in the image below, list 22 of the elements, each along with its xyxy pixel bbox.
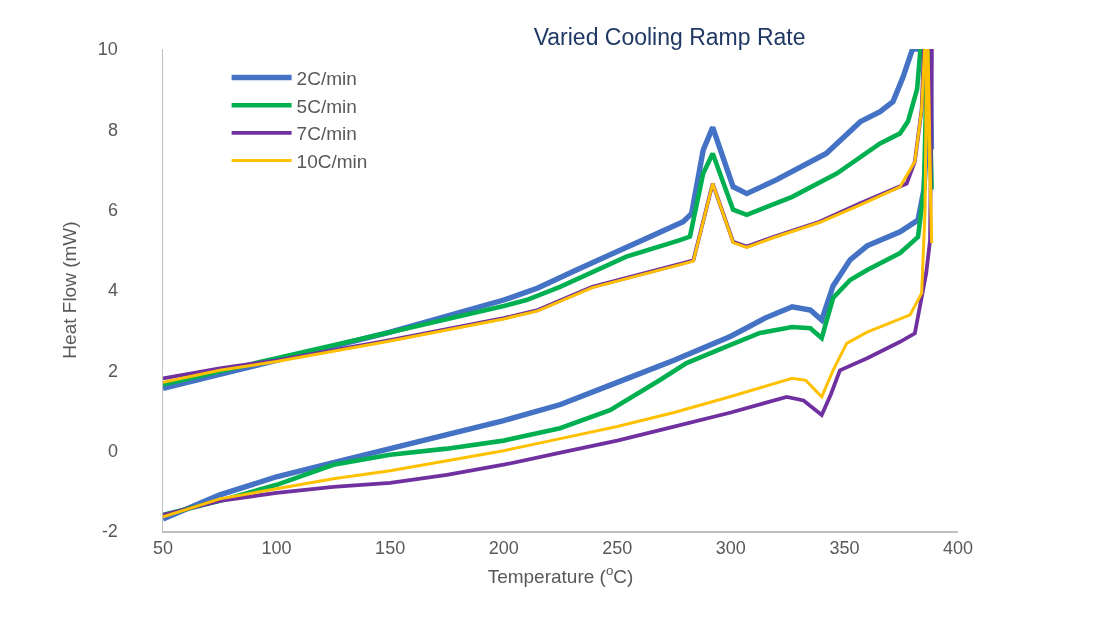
x-tick-label: 200 xyxy=(488,538,519,559)
x-tick-label: 250 xyxy=(602,538,633,559)
x-tick-label: 400 xyxy=(942,538,974,559)
y-tick-label: 10 xyxy=(97,39,118,60)
y-tick-label: 4 xyxy=(107,280,118,301)
chart-title: Varied Cooling Ramp Rate xyxy=(533,24,806,51)
x-axis-title: Temperature ($^{o}$C) xyxy=(487,562,634,587)
legend-label: 10C/min xyxy=(296,151,368,172)
y-tick-label: 0 xyxy=(107,440,118,461)
y-tick-label: 2 xyxy=(107,360,118,381)
y-tick-label: -2 xyxy=(101,521,118,542)
y-tick-label: 8 xyxy=(107,119,118,140)
y-axis-title: Heat Flow (mW) xyxy=(58,221,80,359)
x-tick-label: 150 xyxy=(375,538,406,559)
x-tick-label: 100 xyxy=(261,538,292,559)
legend-label: 7C/min xyxy=(296,123,357,145)
legend-label: 2C/min xyxy=(296,67,357,89)
legend-label: 5C/min xyxy=(296,95,357,117)
x-tick-label: 50 xyxy=(152,538,174,559)
x-tick-label: 350 xyxy=(829,538,860,559)
y-tick-label: 6 xyxy=(107,199,118,220)
x-tick-label: 300 xyxy=(715,538,746,559)
